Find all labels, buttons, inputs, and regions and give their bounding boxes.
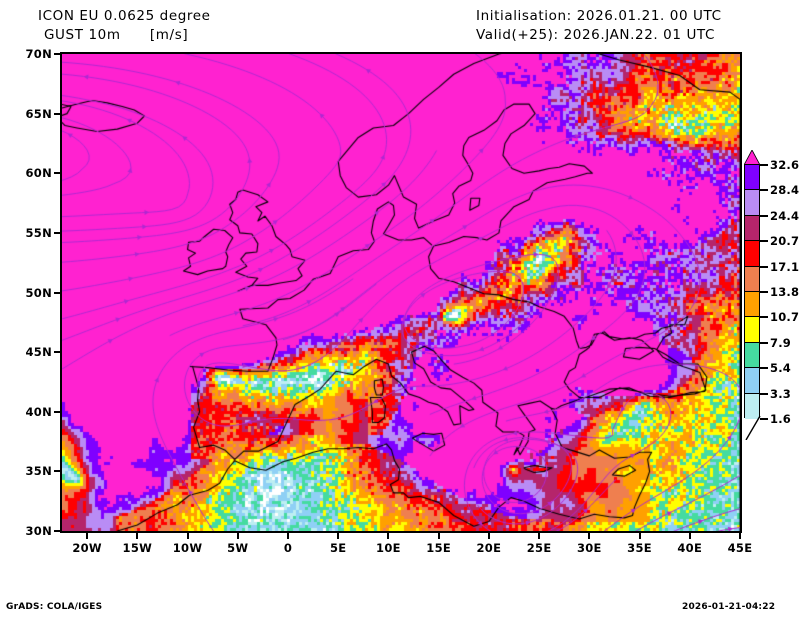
footer-credit: GrADS: COLA/IGES — [6, 602, 103, 612]
colorbar-tick — [760, 341, 768, 344]
x-axis-tick — [86, 533, 89, 539]
x-axis-label: 20E — [476, 541, 502, 555]
colorbar-tick — [760, 189, 768, 192]
y-axis-tick — [54, 231, 60, 234]
colorbar-tick — [760, 164, 768, 166]
variable-title: GUST 10m [m/s] — [44, 27, 189, 43]
x-axis-tick — [287, 533, 289, 539]
colorbar-tick-label: 20.7 — [770, 234, 800, 249]
x-axis-label: 45E — [727, 541, 753, 555]
y-axis-label: 60N — [25, 166, 52, 181]
y-axis-tick — [54, 410, 60, 413]
colorbar-bottom-tail-icon — [745, 416, 761, 440]
y-axis-label: 40N — [25, 404, 52, 419]
footer-timestamp: 2026-01-21-04:22 — [682, 602, 776, 612]
y-axis-tick — [54, 53, 60, 55]
colorbar-band — [745, 190, 759, 216]
y-axis-label: 65N — [25, 106, 52, 121]
y-axis-tick — [54, 470, 60, 473]
colorbar-tick — [760, 316, 768, 319]
x-axis-label: 25E — [526, 541, 552, 555]
colorbar-band — [745, 165, 759, 191]
y-axis-label: 30N — [25, 524, 52, 538]
y-axis-tick — [54, 291, 60, 294]
colorbar-tick — [760, 367, 768, 370]
x-axis-label: 40E — [677, 541, 703, 555]
y-axis-label: 50N — [25, 285, 52, 300]
colorbar-tick — [760, 392, 768, 395]
gust-field-canvas — [62, 54, 740, 531]
colorbar-band — [745, 241, 759, 267]
valid-time: Valid(+25): 2026.JAN.22. 01 UTC — [476, 27, 716, 43]
colorbar[interactable]: 32.6 28.4 24.4 20.7 17.1 13.8 10.7 7.9 5.4 3.3 1.6 — [744, 150, 800, 440]
x-axis-tick — [437, 533, 440, 539]
colorbar-tick-label: 13.8 — [770, 285, 800, 299]
map-plot-area[interactable] — [60, 52, 742, 533]
x-axis-label: 0 — [283, 541, 293, 555]
y-axis-tick — [54, 351, 60, 354]
colorbar-tick — [760, 418, 768, 420]
x-axis-tick — [186, 533, 189, 539]
x-axis-tick — [688, 533, 691, 539]
colorbar-band — [745, 342, 759, 369]
colorbar-tick — [760, 291, 768, 293]
colorbar-band — [745, 291, 759, 318]
x-axis-label: 10W — [172, 541, 203, 555]
colorbar-tick-label: 1.6 — [770, 412, 791, 426]
x-axis-tick — [387, 533, 390, 539]
x-axis-tick — [638, 533, 641, 539]
x-axis-tick — [538, 533, 541, 539]
colorbar-tick-label: 24.4 — [770, 208, 800, 223]
colorbar-tick-label: 28.4 — [770, 183, 800, 198]
x-axis-label: 35E — [627, 541, 652, 555]
model-title: ICON EU 0.0625 degree — [38, 8, 211, 24]
colorbar-tick-label: 32.6 — [770, 158, 800, 172]
initialisation-time: Initialisation: 2026.01.21. 00 UTC — [476, 8, 722, 24]
y-axis-label: 35N — [25, 464, 52, 479]
y-axis-label: 55N — [25, 225, 52, 240]
colorbar-tick-label: 5.4 — [770, 361, 791, 376]
x-axis-label: 15E — [426, 541, 452, 555]
colorbar-tick-label: 7.9 — [770, 335, 791, 350]
x-axis-label: 10E — [376, 541, 401, 555]
colorbar-band — [745, 317, 759, 343]
x-axis-label: 20W — [72, 541, 102, 555]
x-axis-tick — [588, 533, 591, 539]
colorbar-band — [745, 368, 759, 394]
x-axis-tick — [739, 533, 741, 539]
x-axis-label: 5W — [227, 541, 249, 555]
x-axis-tick — [136, 533, 139, 539]
colorbar-bands — [744, 164, 760, 419]
y-axis-tick — [54, 112, 60, 115]
colorbar-band — [745, 393, 759, 419]
colorbar-band — [745, 215, 759, 242]
x-axis-tick — [337, 533, 340, 539]
colorbar-tick — [760, 214, 768, 217]
colorbar-top-arrow-icon — [744, 150, 760, 165]
x-axis-label: 15W — [122, 541, 153, 555]
x-axis-label: 30E — [576, 541, 602, 555]
y-axis-tick — [54, 172, 60, 175]
colorbar-tick — [760, 265, 768, 268]
colorbar-tick — [760, 240, 768, 243]
y-axis-tick — [54, 530, 60, 532]
y-axis-label: 45N — [25, 345, 52, 360]
colorbar-band — [745, 266, 759, 292]
x-axis-tick — [487, 533, 490, 539]
colorbar-tick-label: 17.1 — [770, 259, 800, 274]
y-axis-label: 70N — [25, 47, 52, 61]
x-axis-tick — [236, 533, 239, 539]
colorbar-tick-label: 3.3 — [770, 386, 791, 401]
x-axis-label: 5E — [329, 541, 347, 555]
colorbar-tick-label: 10.7 — [770, 310, 800, 325]
